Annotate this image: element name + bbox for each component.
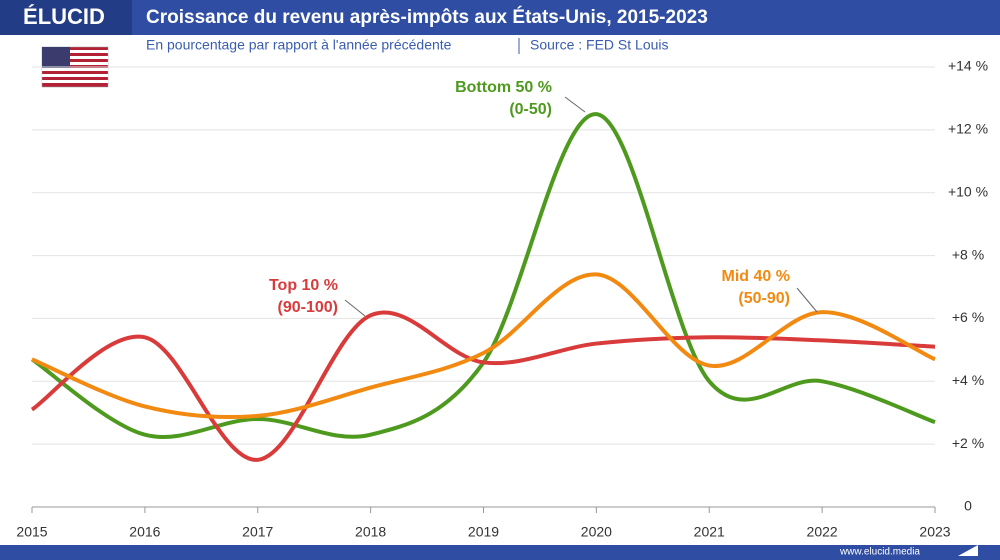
series-range: (0-50) <box>509 101 552 118</box>
footer-mark <box>958 545 978 556</box>
footer: www.elucid.media <box>839 547 920 558</box>
x-tick-label: 2019 <box>468 524 499 540</box>
logo-box <box>0 0 132 35</box>
y-tick-label: +10 % <box>948 183 988 199</box>
series-label: Top 10 % <box>269 277 338 294</box>
y-tick-label: 0 <box>964 498 972 514</box>
label-leader <box>564 96 586 113</box>
series-label: Bottom 50 % <box>455 79 552 96</box>
chart-subtitle: En pourcentage par rapport à l'année pré… <box>146 37 452 53</box>
line-series <box>30 112 936 440</box>
x-tick-label: 2015 <box>16 524 47 540</box>
series-range: (50-90) <box>738 290 790 307</box>
x-tick-label: 2017 <box>242 524 273 540</box>
brand: ÉLUCID <box>23 4 105 29</box>
y-tick-label: +8 % <box>952 246 984 262</box>
series-label: Mid 40 % <box>722 268 790 285</box>
line-series <box>31 272 936 420</box>
chart-title: Croissance du revenu après-impôts aux Ét… <box>146 6 708 28</box>
x-tick-label: 2023 <box>919 524 950 540</box>
footer-bar <box>0 545 1000 560</box>
series-range: (90-100) <box>278 299 338 316</box>
chart-source: Source : FED St Louis <box>530 37 669 53</box>
x-tick-label: 2018 <box>355 524 386 540</box>
x-tick-label: 2022 <box>807 524 838 540</box>
x-tick-label: 2021 <box>694 524 725 540</box>
y-tick-label: +14 % <box>948 58 988 74</box>
header-bar <box>0 0 1000 35</box>
label-leader <box>796 287 818 313</box>
y-tick-label: +4 % <box>952 372 984 388</box>
x-tick-label: 2016 <box>129 524 160 540</box>
y-tick-label: +12 % <box>948 121 988 137</box>
label-leader <box>344 299 366 317</box>
y-tick-label: +6 % <box>952 309 984 325</box>
x-tick-label: 2020 <box>581 524 612 540</box>
y-tick-label: +2 % <box>952 435 984 451</box>
